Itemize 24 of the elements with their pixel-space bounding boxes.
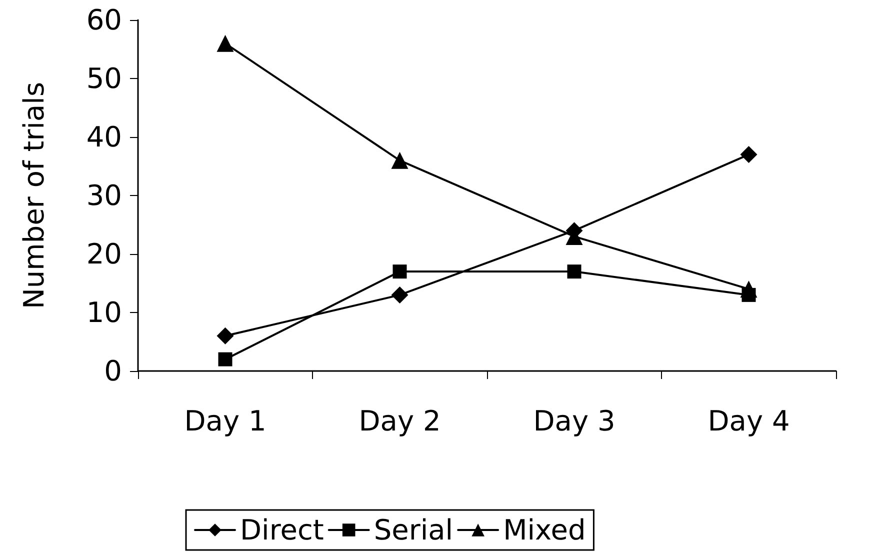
y-tick-label: 40 [86,120,122,154]
point [391,286,408,304]
point [218,352,232,366]
x-tick-label: Day 4 [708,404,790,438]
y-tick-label: 0 [104,354,122,388]
x-tick-label: Day 3 [533,404,616,438]
y-tick-label: 30 [86,179,122,212]
legend-label: Mixed [503,514,586,546]
point [216,34,234,52]
y-tick-label: 60 [86,4,122,36]
x-tick-label: Day 1 [184,404,266,438]
point [567,264,582,279]
point [391,152,408,169]
point [216,327,234,344]
y-tick-label: 50 [86,62,122,95]
legend-label: Direct [240,514,324,546]
point [740,146,758,164]
y-tick-label: 10 [86,296,122,329]
point [392,264,407,279]
x-tick-label: Day 2 [358,404,441,438]
y-tick-label: 20 [86,238,122,270]
legend-label: Serial [374,514,454,546]
y-axis-title: Number of trials [18,82,50,310]
point [742,288,756,302]
